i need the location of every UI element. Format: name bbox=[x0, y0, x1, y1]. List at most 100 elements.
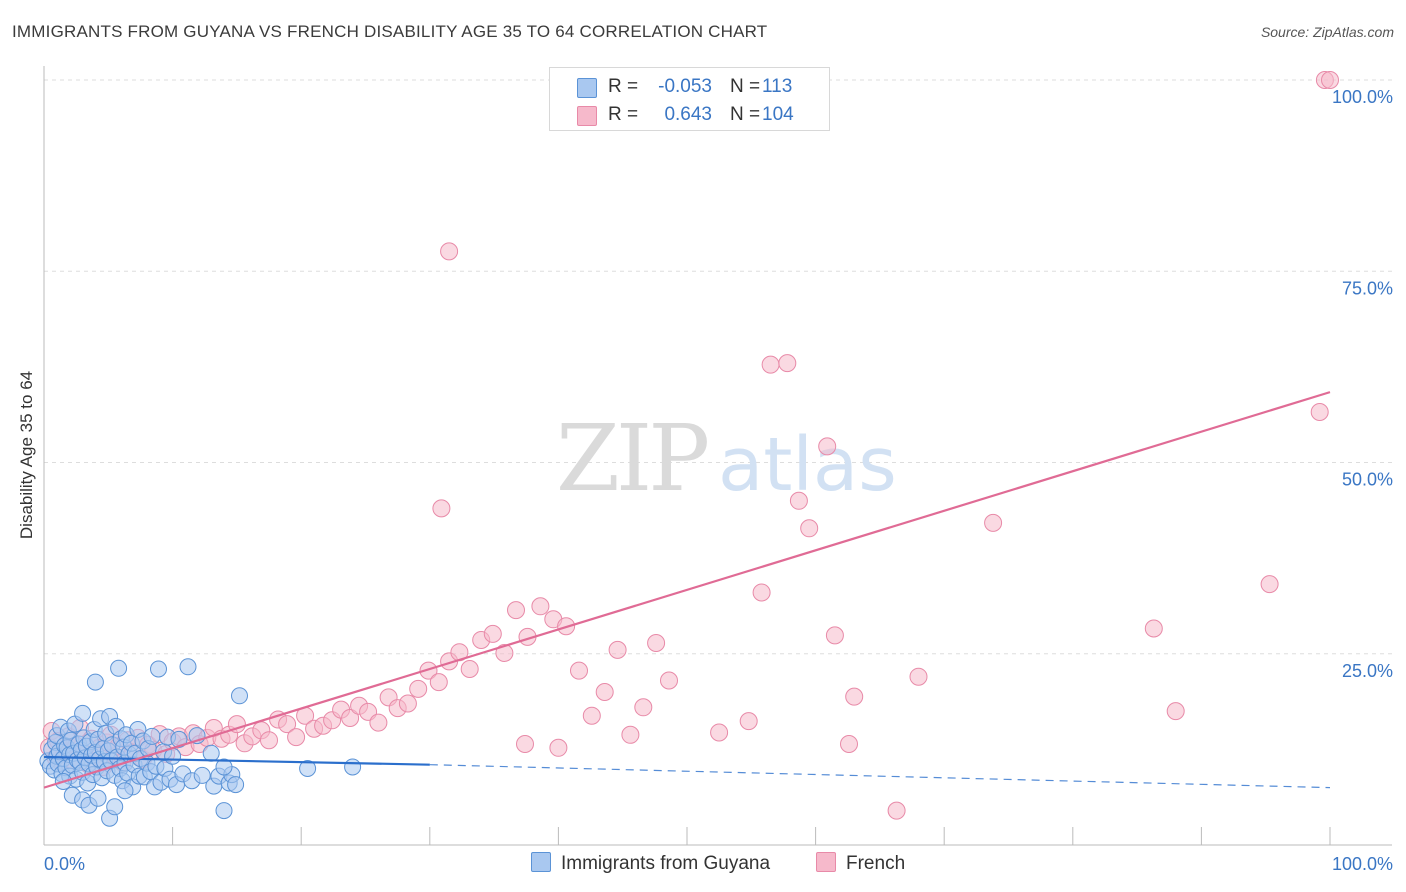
french-point bbox=[647, 634, 666, 652]
watermark-zip: ZIP bbox=[556, 405, 707, 512]
stats-legend: R = -0.053 N = 113 R = 0.643 N = 104 bbox=[549, 67, 830, 131]
guyana-point bbox=[202, 744, 220, 762]
french-point bbox=[845, 687, 864, 706]
french-point bbox=[1144, 619, 1163, 638]
guyana-point bbox=[179, 658, 197, 676]
french-point bbox=[507, 601, 525, 620]
guyana-point bbox=[231, 687, 248, 705]
guyana-point bbox=[299, 760, 317, 777]
guyana-points bbox=[39, 658, 362, 827]
french-point bbox=[570, 661, 588, 680]
french-swatch bbox=[577, 106, 597, 126]
french-point bbox=[660, 671, 678, 690]
guyana-legend-label: Immigrants from Guyana bbox=[561, 853, 771, 874]
guyana-swatch bbox=[577, 78, 597, 98]
french-point bbox=[909, 667, 928, 686]
french-point bbox=[1166, 702, 1185, 721]
french-point bbox=[1310, 403, 1329, 421]
french-point bbox=[516, 735, 534, 753]
french-point bbox=[531, 597, 550, 616]
guyana-point bbox=[116, 782, 134, 800]
chart-title: IMMIGRANTS FROM GUYANA VS FRENCH DISABIL… bbox=[12, 22, 768, 41]
french-point bbox=[752, 583, 771, 602]
french-point bbox=[739, 712, 758, 731]
french-point bbox=[761, 355, 780, 374]
legend-n-value: 104 bbox=[762, 104, 794, 125]
guyana-point bbox=[227, 776, 245, 794]
guyana-point bbox=[106, 798, 124, 816]
french-point bbox=[621, 725, 640, 744]
french-point bbox=[341, 709, 360, 727]
guyana-trend-extension bbox=[429, 764, 1331, 789]
french-point bbox=[419, 661, 438, 680]
guyana-point bbox=[74, 704, 92, 722]
french-point bbox=[432, 499, 451, 518]
legend-n-value: 113 bbox=[762, 76, 793, 97]
french-trend-line bbox=[43, 391, 1331, 789]
guyana-point bbox=[150, 660, 167, 678]
french-point bbox=[369, 713, 388, 732]
tick-labels: 25.0% 50.0% 75.0% 100.0% 0.0% 100.0% bbox=[44, 87, 1393, 874]
french-point bbox=[495, 644, 514, 662]
watermark-atlas: atlas bbox=[718, 422, 897, 508]
french-point bbox=[825, 626, 844, 645]
guyana-point bbox=[89, 789, 107, 807]
bottom-legend-french[interactable]: French bbox=[816, 852, 905, 875]
guyana-point bbox=[143, 727, 161, 745]
french-point bbox=[818, 437, 837, 456]
french-point bbox=[789, 491, 808, 510]
guyana-trend-line bbox=[43, 755, 430, 766]
french-point bbox=[840, 735, 858, 753]
french-point bbox=[549, 738, 568, 757]
guyana-point bbox=[344, 758, 362, 776]
y-tick-label: 75.0% bbox=[1342, 278, 1393, 298]
guyana-point bbox=[170, 730, 188, 748]
french-point bbox=[227, 715, 246, 734]
guyana-point bbox=[193, 766, 211, 784]
guyana-point bbox=[110, 659, 128, 677]
french-point bbox=[608, 640, 627, 659]
french-point bbox=[800, 519, 819, 538]
french-point bbox=[278, 715, 297, 734]
french-point bbox=[260, 731, 278, 750]
y-tick-label: 50.0% bbox=[1342, 470, 1393, 490]
french-point bbox=[409, 679, 428, 698]
legend-n-label: N = bbox=[730, 76, 761, 97]
french-point bbox=[1321, 71, 1339, 89]
french-point bbox=[1260, 575, 1279, 594]
french-point bbox=[483, 624, 502, 643]
guyana-point bbox=[215, 802, 233, 820]
y-tick-label: 25.0% bbox=[1342, 661, 1393, 681]
french-point bbox=[778, 354, 797, 373]
french-point bbox=[887, 801, 906, 820]
guyana-legend-swatch bbox=[531, 852, 551, 872]
french-point bbox=[582, 706, 601, 725]
legend-r-value: -0.053 bbox=[658, 76, 712, 97]
grid-lines bbox=[44, 79, 1392, 655]
trend-lines bbox=[43, 391, 1331, 789]
guyana-point bbox=[215, 758, 233, 776]
french-point bbox=[440, 242, 459, 261]
french-point bbox=[398, 694, 417, 713]
legend-r-label: R = bbox=[608, 104, 639, 125]
french-legend-label: French bbox=[846, 853, 906, 874]
legend-n-label: N = bbox=[730, 104, 761, 125]
x-tick-label: 100.0% bbox=[1332, 854, 1393, 874]
x-tick-label: 0.0% bbox=[44, 854, 85, 874]
watermark: ZIP atlas bbox=[556, 405, 897, 512]
y-tick-label: 100.0% bbox=[1332, 87, 1393, 107]
bottom-legend-guyana[interactable]: Immigrants from Guyana bbox=[531, 852, 770, 875]
french-point bbox=[634, 698, 653, 717]
french-point bbox=[460, 660, 479, 678]
legend-row-guyana: R = -0.053 N = 113 bbox=[550, 74, 829, 100]
french-point bbox=[595, 683, 614, 701]
legend-row-french: R = 0.643 N = 104 bbox=[550, 102, 829, 128]
french-point bbox=[429, 673, 448, 692]
y-axis-label: Disability Age 35 to 64 bbox=[17, 370, 36, 540]
guyana-point bbox=[86, 673, 104, 691]
legend-r-value: 0.643 bbox=[664, 104, 712, 125]
legend-r-label: R = bbox=[608, 76, 639, 97]
french-legend-swatch bbox=[816, 852, 836, 872]
french-point bbox=[984, 513, 1003, 532]
